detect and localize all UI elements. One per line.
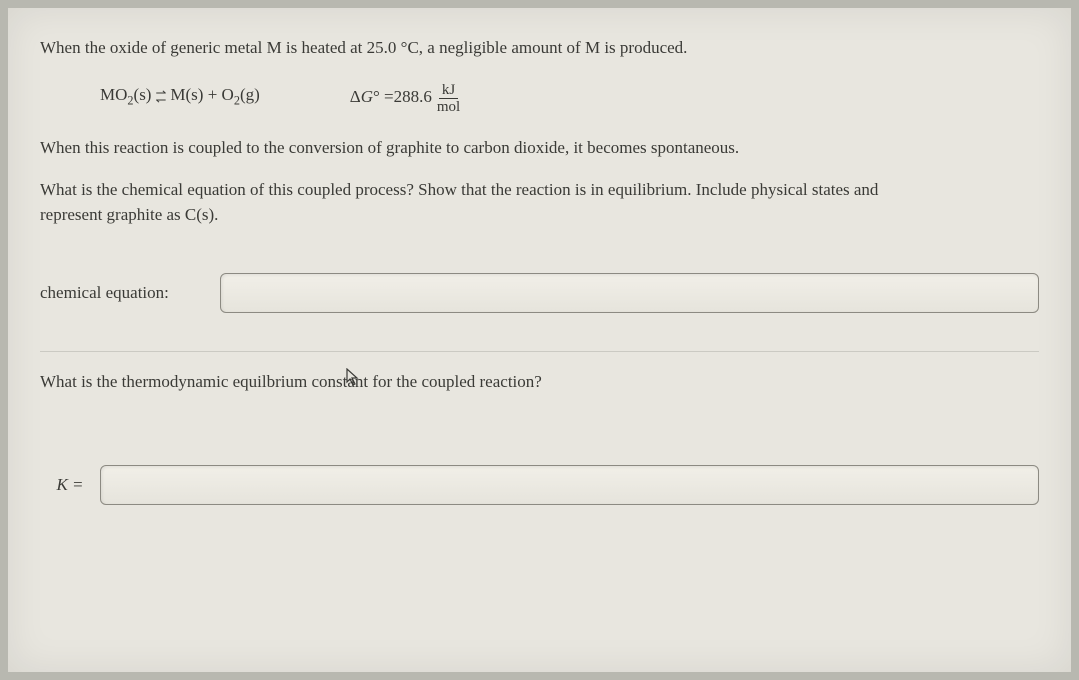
reaction-lhs: MO2(s) — [100, 85, 151, 108]
unit-denominator: mol — [434, 99, 463, 116]
equilibrium-constant-input[interactable] — [100, 465, 1039, 505]
intro-text: When the oxide of generic metal M is hea… — [40, 36, 1039, 60]
delta-g-value: 288.6 — [394, 87, 432, 107]
question2-span: What is the thermodynamic equilbrium con… — [40, 372, 542, 391]
question1-line2: represent graphite as C(s). — [40, 203, 1039, 227]
question-page: When the oxide of generic metal M is hea… — [8, 8, 1071, 672]
coupled-text: When this reaction is coupled to the con… — [40, 136, 1039, 160]
chemical-equation-label: chemical equation: — [40, 283, 220, 303]
reaction-equation: MO2(s) ⇀↽ M(s) + O2(g) — [100, 85, 260, 108]
section-divider — [40, 351, 1039, 352]
question2-text: What is the thermodynamic equilbrium con… — [40, 370, 1039, 394]
equilibrium-arrows-icon: ⇀↽ — [155, 89, 166, 103]
delta-g-label: ΔG° = — [350, 87, 394, 107]
reaction-equation-row: MO2(s) ⇀↽ M(s) + O2(g) ΔG° = 288.6 kJ mo… — [100, 80, 1039, 114]
delta-g-expression: ΔG° = 288.6 kJ mol — [350, 80, 463, 114]
equilibrium-constant-row: K = — [40, 465, 1039, 505]
chemical-equation-row: chemical equation: — [40, 273, 1039, 313]
reaction-rhs: M(s) + O2(g) — [170, 85, 259, 108]
unit-numerator: kJ — [439, 82, 458, 100]
chemical-equation-input[interactable] — [220, 273, 1039, 313]
cursor-icon — [346, 368, 360, 386]
unit-fraction: kJ mol — [434, 82, 463, 116]
question1-line1: What is the chemical equation of this co… — [40, 178, 1039, 202]
k-label: K = — [40, 475, 100, 495]
